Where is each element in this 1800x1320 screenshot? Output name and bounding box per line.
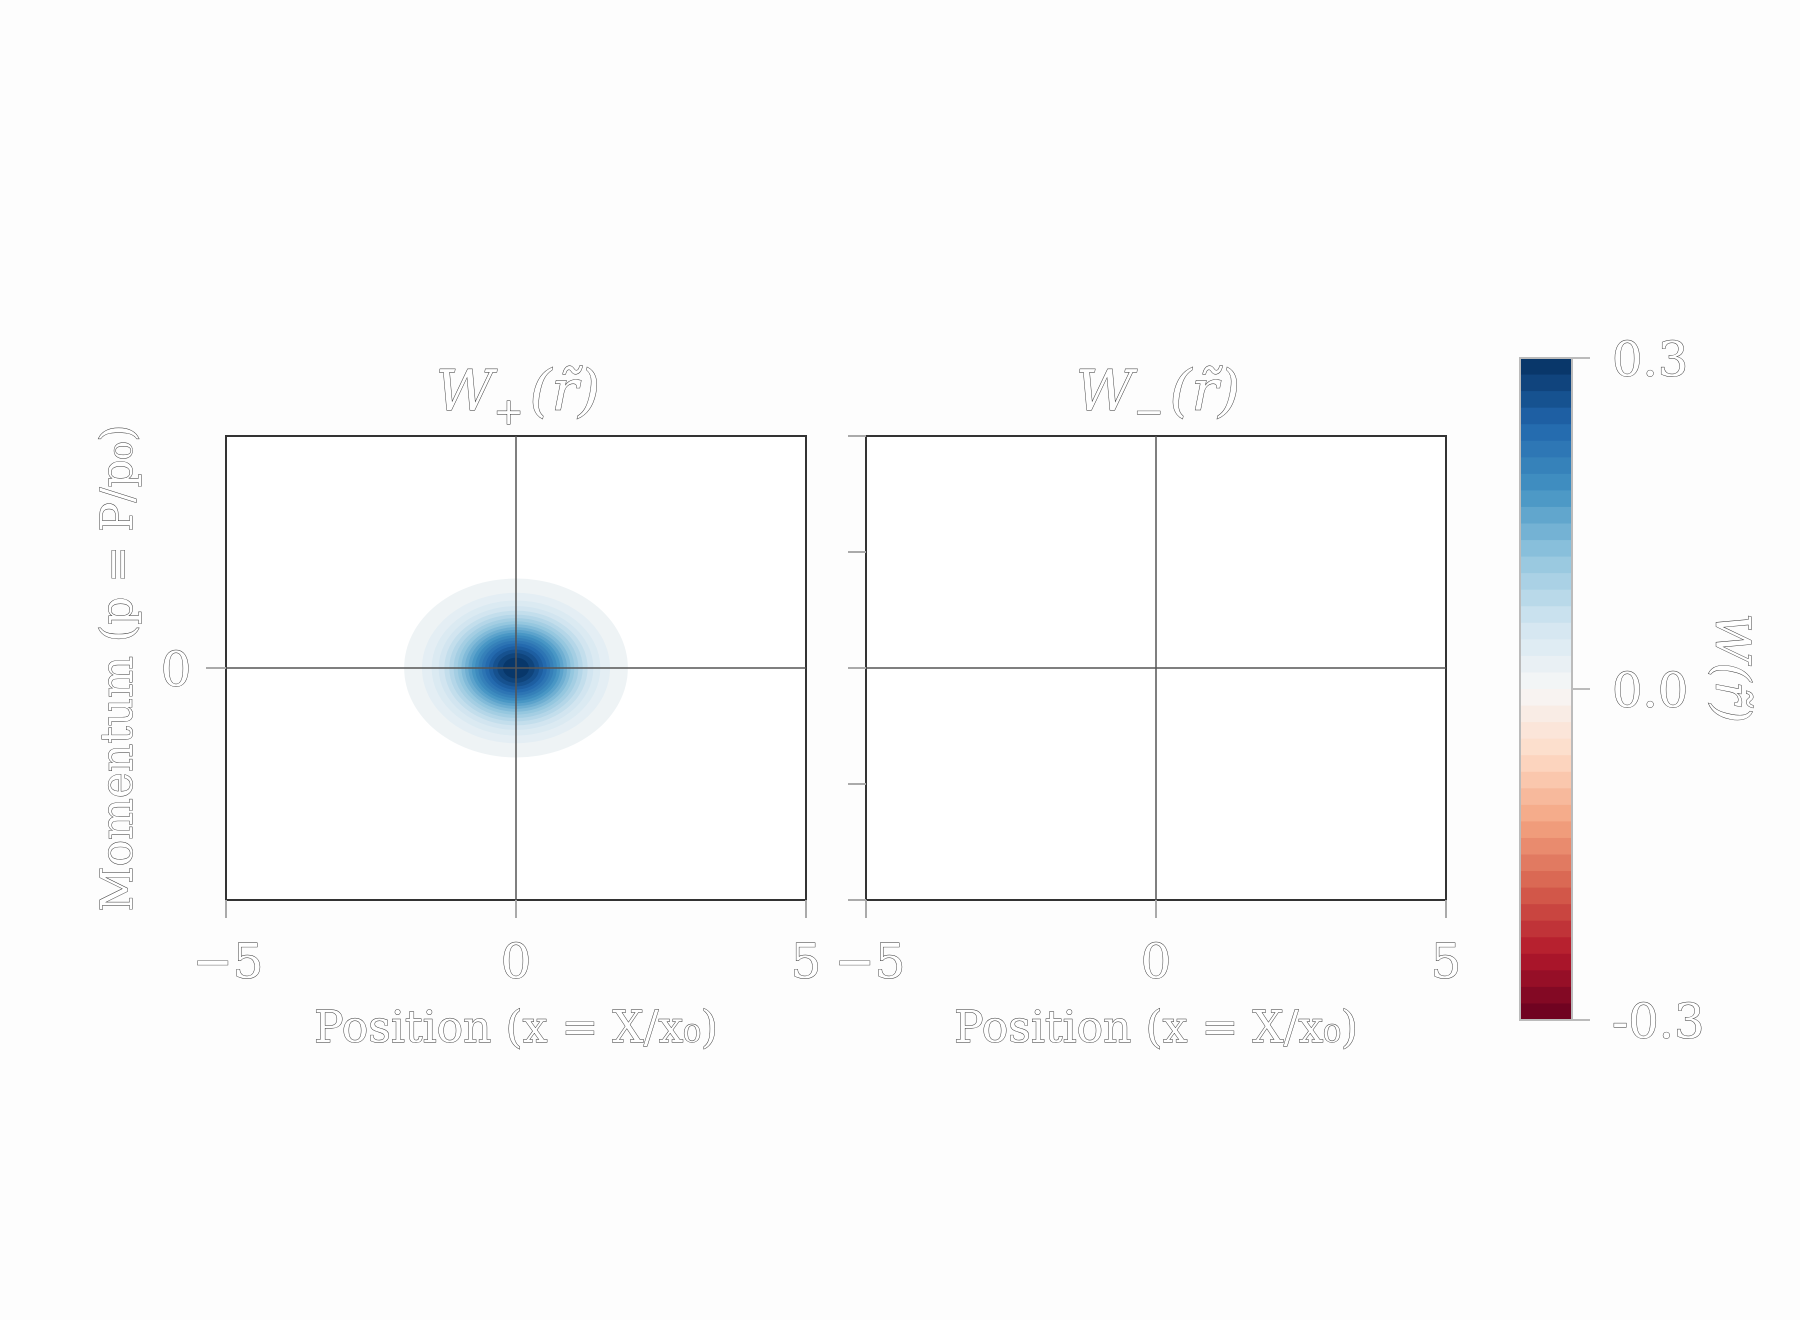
colorbar: 0.3 0.0 -0.3 W(r̃) — [1519, 332, 1760, 1050]
colorbar-band — [1520, 821, 1572, 839]
xtick-label-5-w-minus: 5 — [1431, 934, 1462, 990]
xtick-label-0-w-minus: 0 — [1141, 934, 1172, 990]
colorbar-band — [1520, 490, 1572, 508]
colorbar-band — [1520, 457, 1572, 475]
title-arg-w-minus: (r̃) — [1170, 359, 1240, 424]
colorbar-band — [1520, 374, 1572, 392]
colorbar-band — [1520, 622, 1572, 640]
colorbar-band — [1520, 573, 1572, 591]
colorbar-band — [1520, 722, 1572, 740]
colorbar-band — [1520, 540, 1572, 558]
colorbar-band — [1520, 705, 1572, 723]
xtick-label-neg5-w-minus: −5 — [835, 934, 906, 990]
colorbar-band — [1520, 871, 1572, 889]
title-arg-w-plus: (r̃) — [530, 359, 600, 424]
ylabel-w-plus: Momentum (p = P/p₀) — [92, 425, 143, 912]
colorbar-band — [1520, 655, 1572, 674]
xtick-label-neg5-w-plus: −5 — [193, 934, 264, 990]
cbar-tick-label-top: 0.3 — [1612, 332, 1688, 388]
title-w-minus: W− (r̃) — [1076, 359, 1240, 433]
colorbar-band — [1520, 887, 1572, 905]
xlabel-w-plus: Position (x = X/x₀) — [314, 1002, 718, 1053]
colorbar-band — [1520, 358, 1572, 376]
colorbar-band — [1520, 672, 1572, 690]
cbar-tick-label-bottom: -0.3 — [1612, 994, 1705, 1050]
ytick-label-0-w-plus: 0 — [161, 642, 192, 698]
xtick-label-0-w-plus: 0 — [501, 934, 532, 990]
title-main-w-plus: W — [436, 359, 498, 424]
title-sub-w-minus: − — [1133, 392, 1163, 433]
colorbar-band — [1520, 986, 1572, 1005]
colorbar-band — [1520, 391, 1572, 409]
colorbar-band — [1520, 589, 1572, 607]
colorbar-band — [1520, 689, 1572, 707]
colorbar-band — [1520, 473, 1572, 491]
xtick-label-5-w-plus: 5 — [791, 934, 822, 990]
colorbar-label: W(r̃) — [1704, 613, 1760, 723]
colorbar-band — [1520, 937, 1572, 955]
colorbar-band — [1520, 904, 1572, 922]
colorbar-band — [1520, 606, 1572, 624]
colorbar-band — [1520, 970, 1572, 988]
xlabel-w-minus: Position (x = X/x₀) — [954, 1002, 1358, 1053]
panel-w-minus: W− (r̃) −5 0 5 Position (x = X/x₀) — [834, 359, 1462, 1054]
colorbar-band — [1520, 506, 1572, 525]
colorbar-band — [1520, 556, 1572, 574]
colorbar-band — [1520, 788, 1572, 806]
cbar-tick-label-mid: 0.0 — [1612, 663, 1688, 719]
title-sub-w-plus: + — [493, 392, 523, 433]
colorbar-band — [1520, 738, 1572, 756]
colorbar-band — [1520, 804, 1572, 822]
colorbar-band — [1520, 407, 1572, 425]
colorbar-band — [1520, 424, 1572, 442]
colorbar-band — [1520, 953, 1572, 971]
colorbar-band — [1520, 440, 1572, 458]
title-main-w-minus: W — [1076, 359, 1138, 424]
colorbar-band — [1520, 771, 1572, 789]
colorbar-band — [1520, 1003, 1572, 1021]
colorbar-band — [1520, 639, 1572, 657]
colorbar-band — [1520, 837, 1572, 856]
colorbar-band — [1520, 523, 1572, 541]
colorbar-bands — [1520, 358, 1572, 1021]
colorbar-band — [1520, 920, 1572, 938]
panel-w-plus: W+ (r̃) −5 0 5 0 Position (x = X/x₀) Mome… — [92, 359, 822, 1054]
title-w-plus: W+ (r̃) — [436, 359, 600, 433]
colorbar-band — [1520, 755, 1572, 773]
colorbar-band — [1520, 854, 1572, 872]
